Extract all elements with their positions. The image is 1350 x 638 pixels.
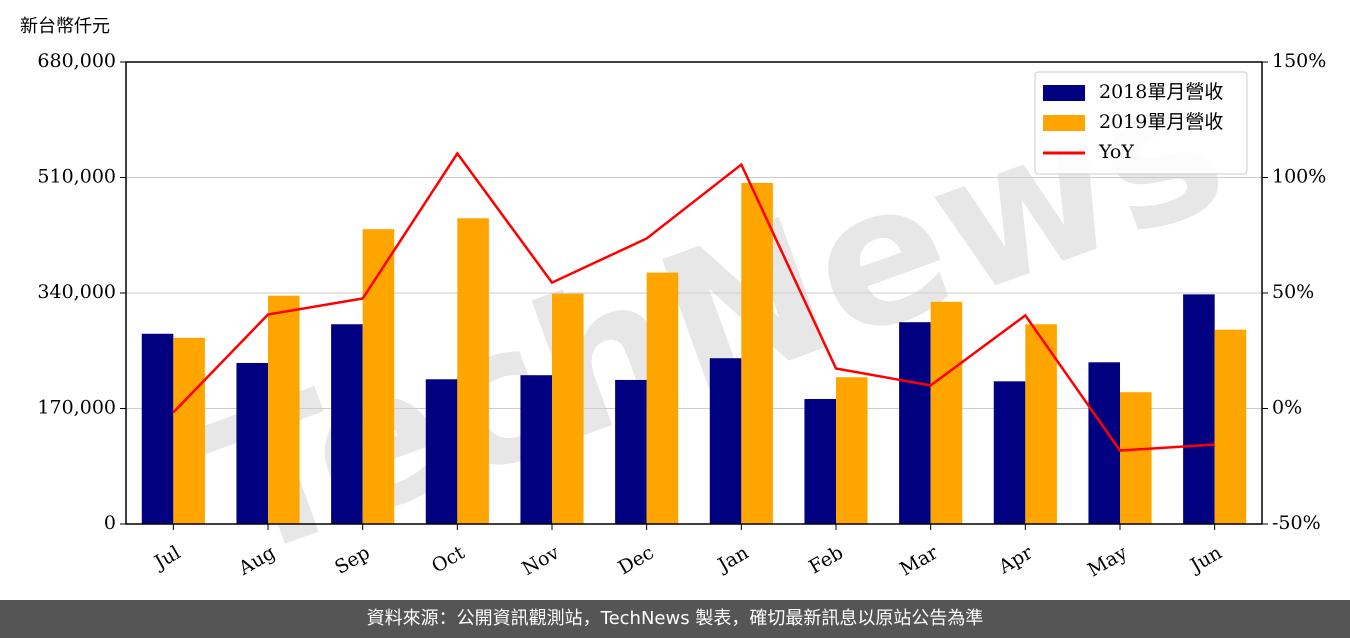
line	[172, 151, 1215, 452]
plot-frame	[125, 61, 1263, 525]
y2-tick-label: 50%	[1272, 281, 1314, 303]
x-tick-label: Apr	[994, 541, 1037, 578]
bar	[646, 272, 679, 524]
bar	[899, 322, 931, 524]
bar	[520, 375, 552, 524]
x-tick-label: Mar	[896, 541, 942, 580]
x-tick-label: Feb	[805, 542, 847, 579]
bar	[1025, 324, 1057, 524]
x-tick-label: Jul	[149, 542, 184, 575]
bar	[1120, 392, 1152, 524]
unit-label: 新台幣仟元	[20, 16, 110, 37]
legend-label: YoY	[1098, 141, 1134, 163]
bar	[457, 218, 489, 524]
x-tick-label: Dec	[615, 542, 658, 580]
bar	[804, 398, 836, 524]
footer: 資料來源：公開資訊觀測站，TechNews 製表，確切最新訊息以原站公告為準	[0, 600, 1350, 638]
y2-tick-label: 0%	[1272, 397, 1302, 419]
bar	[362, 229, 395, 524]
legend-box	[1034, 71, 1248, 175]
x-tick-label: Jun	[1185, 542, 1226, 578]
bar	[741, 182, 773, 524]
bar	[836, 377, 868, 524]
y-tick-label: 170,000	[37, 397, 116, 419]
legend-swatch	[1043, 85, 1085, 101]
x-tick-label: Oct	[428, 541, 469, 577]
bar	[709, 358, 742, 524]
x-tick-label: May	[1084, 541, 1131, 581]
y-tick-label: 680,000	[37, 50, 116, 72]
bar	[331, 324, 363, 524]
y2-tick-label: 150%	[1272, 50, 1326, 72]
x-tick-label: Jan	[713, 542, 753, 578]
legend-label: 2018單月營收	[1099, 81, 1223, 103]
chart: 新台幣仟元 TechNews 0170,000340,000510,000680…	[20, 16, 1326, 600]
bar	[615, 379, 647, 524]
legend-swatch	[1043, 115, 1085, 131]
bar	[268, 295, 300, 524]
bar	[173, 337, 205, 524]
bar	[236, 362, 268, 524]
y-tick-label: 510,000	[37, 166, 116, 188]
y-tick-label: 0	[104, 512, 116, 534]
bar	[1214, 329, 1247, 524]
bar	[425, 379, 458, 524]
bar	[552, 293, 584, 524]
x-tick-label: Nov	[518, 541, 563, 580]
y-tick-label: 340,000	[37, 281, 116, 303]
legend-label: 2019單月營收	[1099, 111, 1223, 133]
y2-tick-label: -50%	[1272, 512, 1321, 534]
bar	[1183, 294, 1215, 524]
bar	[993, 381, 1026, 524]
bar	[141, 333, 174, 524]
y2-tick-label: 100%	[1272, 166, 1326, 188]
bar	[930, 301, 963, 524]
